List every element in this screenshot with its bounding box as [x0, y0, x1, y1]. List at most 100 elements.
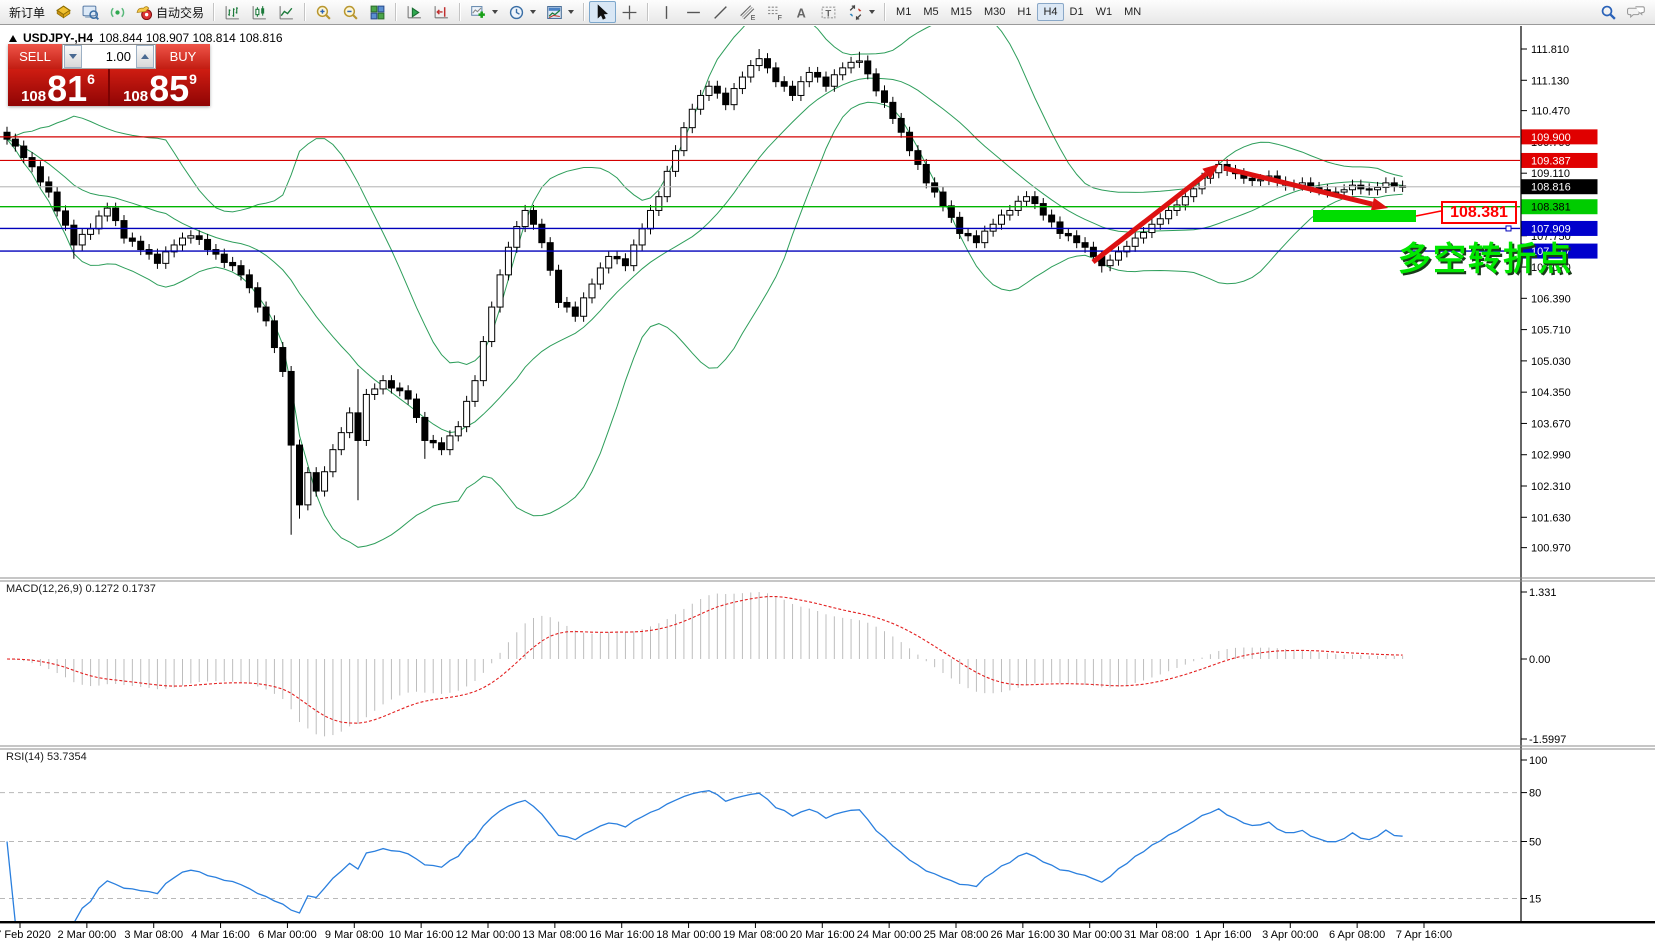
collapse-panel-icon[interactable]: [9, 34, 17, 42]
search-button[interactable]: [1595, 1, 1622, 23]
support-zone-rect[interactable]: [1313, 210, 1416, 222]
horizontal-line-button[interactable]: [680, 1, 707, 23]
timeframe-h1-button[interactable]: H1: [1017, 6, 1032, 18]
auto-scroll-button[interactable]: [401, 1, 428, 23]
candle-body: [1340, 189, 1348, 193]
timeframe-m5-button[interactable]: M5: [923, 6, 939, 18]
candlestick-button[interactable]: [246, 1, 273, 23]
timeframe-h4-button[interactable]: H4: [1037, 3, 1064, 21]
arrows-button[interactable]: [842, 1, 880, 23]
price-note-box[interactable]: 108.381: [1441, 201, 1517, 224]
cursor-icon: [597, 3, 609, 20]
chat-button[interactable]: [1622, 1, 1651, 23]
timeframe-w1-button[interactable]: W1: [1095, 6, 1113, 18]
zoom-out-button[interactable]: [337, 1, 364, 23]
price-axis[interactable]: 111.810111.130110.470109.790109.110107.7…: [1521, 44, 1598, 555]
indicators-dropdown-caret: [492, 10, 499, 14]
zoom-in-button[interactable]: [310, 1, 337, 23]
symbols-button[interactable]: [50, 1, 77, 23]
time-axis-label: 30 Mar 00:00: [1057, 929, 1122, 941]
tile-windows-button[interactable]: [364, 1, 391, 23]
candle-body: [1257, 179, 1265, 182]
candle-body: [855, 60, 863, 63]
macd-panel[interactable]: [6, 592, 1404, 737]
cn-annotation-text[interactable]: 多空转折点: [1398, 240, 1573, 277]
timeframe-m15-button[interactable]: M15: [950, 6, 972, 18]
trendline-button[interactable]: [707, 1, 734, 23]
new-order-button[interactable]: 新订单: [4, 1, 50, 23]
vertical-line-button[interactable]: [653, 1, 680, 23]
text-label-button[interactable]: T: [815, 1, 842, 23]
market-watch-button[interactable]: [77, 1, 104, 23]
candle-body: [1073, 235, 1081, 244]
crosshair-button[interactable]: [616, 1, 643, 23]
text-button[interactable]: A: [788, 1, 815, 23]
volume-decrease-button[interactable]: [64, 45, 82, 68]
candle-body: [195, 235, 203, 240]
volume-input[interactable]: 1.00: [105, 49, 131, 64]
rsi-panel[interactable]: [0, 790, 1520, 923]
timeframe-m1-button[interactable]: M1: [896, 6, 912, 18]
buy-button[interactable]: BUY: [156, 44, 210, 69]
chart-shift-button[interactable]: [428, 1, 455, 23]
candle-body: [162, 251, 170, 264]
candle-body: [1064, 232, 1072, 237]
timeframe-mn-button[interactable]: MN: [1124, 6, 1142, 18]
price-axis-label: 102.990: [1531, 450, 1571, 462]
candle-body: [120, 220, 128, 239]
bar-chart-button[interactable]: [219, 1, 246, 23]
candle-body: [972, 235, 980, 244]
candle-body: [11, 138, 19, 147]
candle-body: [446, 435, 454, 451]
indicators-button[interactable]: [465, 1, 503, 23]
candle-body: [546, 242, 554, 271]
candle-body: [814, 71, 822, 78]
line-handle[interactable]: [1505, 225, 1512, 232]
candle-body: [78, 233, 86, 246]
channel-button[interactable]: E: [734, 1, 761, 23]
macd-axis-label: 1.331: [1529, 587, 1557, 599]
sell-button[interactable]: SELL: [8, 44, 62, 69]
cursor-button[interactable]: [589, 1, 617, 23]
candle-body: [688, 108, 696, 129]
candle-body: [1106, 259, 1114, 267]
volume-increase-button[interactable]: [136, 45, 154, 68]
candle-body: [1173, 204, 1181, 211]
rsi-axis-label: 100: [1529, 755, 1547, 767]
candle-body: [1123, 245, 1131, 253]
time-axis[interactable]: 27 Feb 2020 2 Mar 00:00 3 Mar 08:00 4 Mar 1…: [0, 923, 1452, 941]
line-chart-button[interactable]: [273, 1, 300, 23]
sell-price[interactable]: 108 81 6: [8, 69, 108, 107]
price-tag-label: 107.417: [1531, 246, 1571, 258]
candle-body: [763, 58, 771, 69]
timeframe-d1-button[interactable]: D1: [1069, 6, 1084, 18]
fibonacci-button[interactable]: F: [761, 1, 788, 23]
candle-body: [479, 341, 487, 382]
candle-body: [128, 237, 136, 242]
price-axis-background[interactable]: [1522, 26, 1655, 922]
buy-price[interactable]: 108 85 9: [110, 69, 210, 107]
periods-button[interactable]: [503, 1, 541, 23]
candle-body: [839, 67, 847, 76]
candle-body: [596, 267, 604, 285]
trend-arrow-head[interactable]: [1202, 164, 1219, 179]
trend-arrow-line[interactable]: [1223, 165, 1374, 207]
main-chart-area[interactable]: [0, 1, 1520, 548]
templates-button[interactable]: [541, 1, 579, 23]
candle-body: [621, 258, 629, 267]
trend-arrow-head[interactable]: [1370, 197, 1388, 211]
macd-axis-label: -1.5997: [1529, 734, 1566, 746]
toolbar-separator: [395, 3, 398, 21]
candle-body: [713, 85, 721, 94]
time-axis-label: 6 Apr 08:00: [1329, 929, 1385, 941]
candle-body: [847, 61, 855, 69]
candle-body: [1031, 196, 1039, 205]
channel-icon: E: [740, 4, 756, 21]
auto-trading-button[interactable]: 自动交易: [131, 1, 209, 23]
candle-body: [504, 246, 512, 276]
timeframe-m30-button[interactable]: M30: [984, 6, 1006, 18]
candle-body: [346, 412, 354, 434]
trend-arrow-line[interactable]: [1091, 171, 1208, 264]
signals-button[interactable]: [104, 1, 131, 23]
